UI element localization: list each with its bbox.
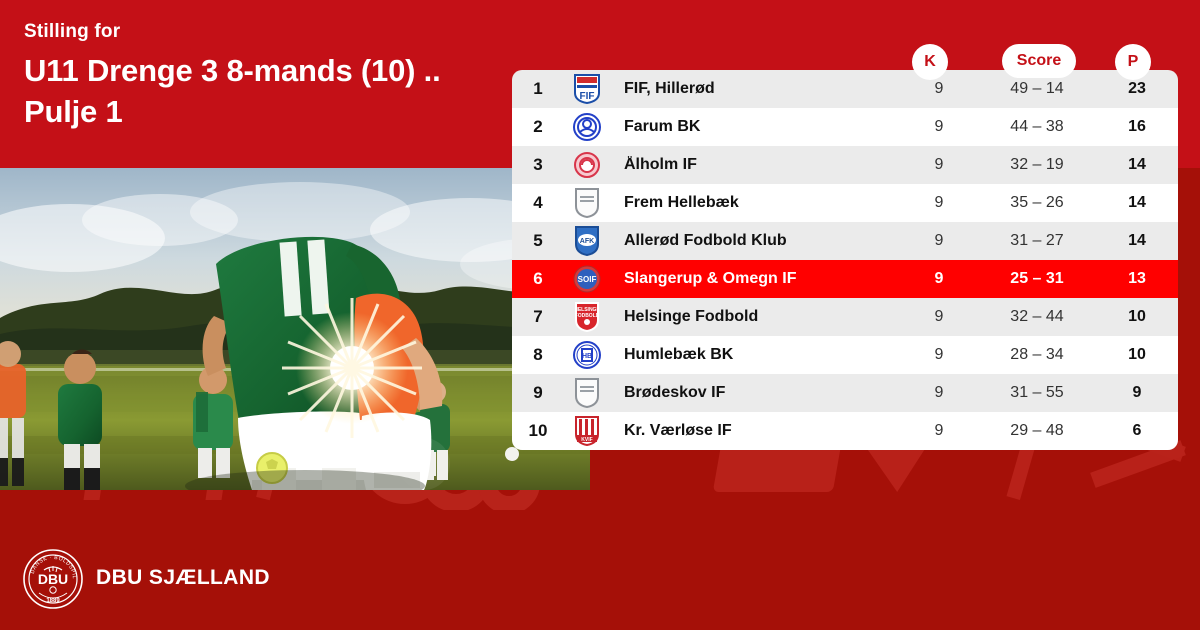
row-team-name: Brødeskov IF xyxy=(624,384,726,401)
row-matches: 9 xyxy=(934,194,944,211)
table-row[interactable]: 8 HB Humlebæk BK 9 28 – 34 10 xyxy=(512,336,1178,374)
svg-text:KVIF: KVIF xyxy=(581,437,592,443)
row-score: 31 – 55 xyxy=(1010,384,1064,401)
row-matches: 9 xyxy=(934,384,944,401)
row-points: 14 xyxy=(1128,156,1146,173)
svg-text:FODBOLD: FODBOLD xyxy=(575,313,599,319)
row-score: 32 – 44 xyxy=(1010,308,1064,325)
row-team-name: Farum BK xyxy=(624,118,701,135)
svg-text:HB: HB xyxy=(582,353,592,360)
row-points: 10 xyxy=(1128,346,1146,363)
hero-photo xyxy=(0,168,590,490)
crest-allerod-fk: AFK xyxy=(564,226,610,256)
table-row[interactable]: 10 KVIF Kr. Værløse IF 9 29 – 48 6 xyxy=(512,412,1178,450)
row-team-name: Ålholm IF xyxy=(624,156,697,173)
row-team-name: FIF, Hillerød xyxy=(624,80,715,97)
row-score: 28 – 34 xyxy=(1010,346,1064,363)
row-position: 1 xyxy=(533,79,543,98)
row-points: 14 xyxy=(1128,232,1146,249)
row-team-name: Slangerup & Omegn IF xyxy=(624,270,797,287)
row-team-name: Allerød Fodbold Klub xyxy=(624,232,787,249)
crest-brodeskov-if xyxy=(564,378,610,408)
row-matches: 9 xyxy=(934,232,944,249)
svg-text:AFK: AFK xyxy=(580,238,594,245)
row-position: 9 xyxy=(533,383,543,402)
crest-helsinge-fodbold: HELSINGE FODBOLD xyxy=(564,302,610,332)
footer-org-name: DBU SJÆLLAND xyxy=(96,566,270,589)
row-points: 10 xyxy=(1128,308,1146,325)
row-points: 6 xyxy=(1132,422,1142,439)
crest-farum-bk xyxy=(564,113,610,141)
row-position: 8 xyxy=(533,345,543,364)
row-score: 29 – 48 xyxy=(1010,422,1064,439)
table-row[interactable]: 9 Brødeskov IF 9 31 – 55 9 xyxy=(512,374,1178,412)
row-points: 9 xyxy=(1132,384,1142,401)
table-row[interactable]: 2 Farum BK 9 44 – 38 16 xyxy=(512,108,1178,146)
row-position: 4 xyxy=(533,193,543,212)
row-position: 10 xyxy=(528,421,548,440)
row-score: 44 – 38 xyxy=(1010,118,1064,135)
table-row[interactable]: 7 HELSINGE FODBOLD Helsinge Fodbold 9 32 … xyxy=(512,298,1178,336)
page-title: U11 Drenge 3 8-mands (10) .. Pulje 1 xyxy=(24,53,441,129)
standings-table: 1 FIF FIF, Hillerød 9 49 – 14 23 2 Farum… xyxy=(512,70,1178,450)
table-row[interactable]: 4 Frem Hellebæk 9 35 – 26 14 xyxy=(512,184,1178,222)
crest-slangerup-oif: SOIF xyxy=(564,265,610,293)
row-points: 23 xyxy=(1128,80,1146,97)
row-matches: 9 xyxy=(934,270,944,287)
row-position: 3 xyxy=(533,155,543,174)
svg-text:DBU: DBU xyxy=(38,571,68,587)
crest-frem-hellebaek xyxy=(564,188,610,218)
column-header-k: K xyxy=(912,44,948,80)
table-row[interactable]: 3 Ålholm IF 9 32 – 19 14 xyxy=(512,146,1178,184)
svg-text:FIF: FIF xyxy=(580,91,595,102)
row-team-name: Humlebæk BK xyxy=(624,346,734,363)
table-row[interactable]: 5 AFK Allerød Fodbold Klub 9 31 – 27 14 xyxy=(512,222,1178,260)
header-kicker: Stilling for xyxy=(24,21,121,42)
row-matches: 9 xyxy=(934,346,944,363)
row-score: 31 – 27 xyxy=(1010,232,1064,249)
row-score: 32 – 19 xyxy=(1010,156,1064,173)
row-matches: 9 xyxy=(934,118,944,135)
row-team-name: Helsinge Fodbold xyxy=(624,308,759,325)
crest-fif-hillerod: FIF xyxy=(564,74,610,104)
row-matches: 9 xyxy=(934,308,944,325)
crest-alholm-if xyxy=(564,152,610,178)
crest-kr-vaerlose-if: KVIF xyxy=(564,416,610,446)
row-position: 6 xyxy=(533,269,543,288)
row-team-name: Kr. Værløse IF xyxy=(624,422,732,439)
column-header-p: P xyxy=(1115,44,1151,80)
row-matches: 9 xyxy=(934,422,944,439)
crest-humlebaek-bk: HB xyxy=(564,341,610,369)
row-team-name: Frem Hellebæk xyxy=(624,194,739,211)
row-points: 13 xyxy=(1128,270,1146,287)
svg-text:HELSINGE: HELSINGE xyxy=(575,307,599,313)
row-points: 16 xyxy=(1128,118,1146,135)
column-header-score: Score xyxy=(1002,44,1076,78)
row-score: 35 – 26 xyxy=(1010,194,1064,211)
row-position: 7 xyxy=(533,307,543,326)
row-points: 14 xyxy=(1128,194,1146,211)
row-score: 49 – 14 xyxy=(1010,80,1064,97)
table-row[interactable]: 1 FIF FIF, Hillerød 9 49 – 14 23 xyxy=(512,70,1178,108)
row-score: 25 – 31 xyxy=(1010,270,1064,287)
svg-text:SOIF: SOIF xyxy=(578,275,597,284)
row-position: 2 xyxy=(533,117,543,136)
row-matches: 9 xyxy=(934,80,944,97)
dbu-logo-year: 1889 xyxy=(46,598,60,604)
table-row-highlighted[interactable]: 6 SOIF Slangerup & Omegn IF 9 25 – 31 13 xyxy=(512,260,1178,298)
row-matches: 9 xyxy=(934,156,944,173)
dbu-logo: DANSK · BOLDSPIL · UNION DBU 1889 xyxy=(20,544,84,615)
row-position: 5 xyxy=(533,231,543,250)
